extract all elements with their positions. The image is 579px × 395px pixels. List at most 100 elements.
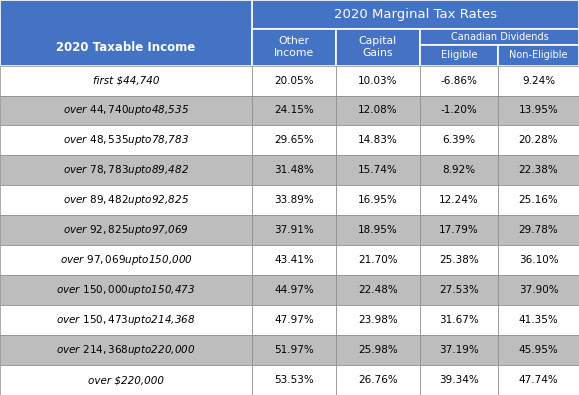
Text: 12.24%: 12.24% bbox=[439, 196, 479, 205]
Bar bbox=[498, 96, 579, 126]
Text: 2020 Marginal Tax Rates: 2020 Marginal Tax Rates bbox=[334, 8, 497, 21]
Text: 25.98%: 25.98% bbox=[358, 345, 398, 355]
Bar bbox=[336, 335, 420, 365]
Text: Other
Income: Other Income bbox=[274, 36, 314, 58]
Bar bbox=[0, 335, 252, 365]
Bar bbox=[252, 155, 336, 185]
Bar bbox=[498, 335, 579, 365]
Bar bbox=[336, 96, 420, 126]
Text: 8.92%: 8.92% bbox=[442, 166, 475, 175]
Bar bbox=[0, 185, 252, 215]
Text: over $150,000 up to $150,473: over $150,000 up to $150,473 bbox=[56, 283, 196, 297]
Bar bbox=[0, 275, 252, 305]
Text: 20.28%: 20.28% bbox=[519, 135, 558, 145]
Text: Eligible: Eligible bbox=[441, 50, 477, 60]
Text: over $89,482 up to $92,825: over $89,482 up to $92,825 bbox=[63, 193, 189, 207]
Bar bbox=[0, 155, 252, 185]
Bar bbox=[420, 305, 498, 335]
Bar bbox=[0, 245, 252, 275]
Bar bbox=[336, 245, 420, 275]
Bar bbox=[336, 126, 420, 155]
Bar bbox=[252, 29, 336, 66]
Bar bbox=[336, 275, 420, 305]
Text: 47.97%: 47.97% bbox=[274, 315, 314, 325]
Bar bbox=[420, 45, 498, 66]
Bar bbox=[498, 275, 579, 305]
Text: 14.83%: 14.83% bbox=[358, 135, 398, 145]
Bar bbox=[498, 126, 579, 155]
Text: 31.48%: 31.48% bbox=[274, 166, 314, 175]
Text: 47.74%: 47.74% bbox=[519, 375, 558, 385]
Bar bbox=[420, 335, 498, 365]
Text: 24.15%: 24.15% bbox=[274, 105, 314, 115]
Text: 2020 Taxable Income: 2020 Taxable Income bbox=[56, 41, 196, 54]
Bar bbox=[252, 185, 336, 215]
Text: Canadian Dividends: Canadian Dividends bbox=[450, 32, 548, 42]
Bar bbox=[498, 215, 579, 245]
Bar bbox=[0, 126, 252, 155]
Bar bbox=[420, 155, 498, 185]
Text: 51.97%: 51.97% bbox=[274, 345, 314, 355]
Bar bbox=[252, 96, 336, 126]
Text: first $44,740: first $44,740 bbox=[93, 75, 159, 86]
Text: 9.24%: 9.24% bbox=[522, 75, 555, 86]
Text: 10.03%: 10.03% bbox=[358, 75, 398, 86]
Text: 33.89%: 33.89% bbox=[274, 196, 314, 205]
Text: 20.05%: 20.05% bbox=[274, 75, 314, 86]
Bar bbox=[336, 215, 420, 245]
Text: over $44,740 up to $48,535: over $44,740 up to $48,535 bbox=[63, 103, 189, 117]
Text: 17.79%: 17.79% bbox=[439, 225, 479, 235]
Text: 36.10%: 36.10% bbox=[519, 255, 558, 265]
Text: 6.39%: 6.39% bbox=[442, 135, 475, 145]
Text: 44.97%: 44.97% bbox=[274, 285, 314, 295]
Bar bbox=[498, 365, 579, 395]
Bar bbox=[420, 245, 498, 275]
Bar bbox=[420, 126, 498, 155]
Bar bbox=[252, 215, 336, 245]
Text: 45.95%: 45.95% bbox=[519, 345, 558, 355]
Text: Capital
Gains: Capital Gains bbox=[359, 36, 397, 58]
Text: 21.70%: 21.70% bbox=[358, 255, 398, 265]
Bar bbox=[498, 45, 579, 66]
Bar bbox=[420, 215, 498, 245]
Text: over $78,783 up to $89,482: over $78,783 up to $89,482 bbox=[63, 164, 189, 177]
Bar bbox=[336, 365, 420, 395]
Text: over $220,000: over $220,000 bbox=[88, 375, 164, 385]
Bar bbox=[498, 245, 579, 275]
Text: 39.34%: 39.34% bbox=[439, 375, 479, 385]
Bar bbox=[420, 96, 498, 126]
Bar bbox=[0, 365, 252, 395]
Bar bbox=[336, 155, 420, 185]
Bar bbox=[252, 66, 336, 96]
Bar bbox=[0, 305, 252, 335]
Bar bbox=[420, 29, 579, 45]
Text: 15.74%: 15.74% bbox=[358, 166, 398, 175]
Text: over $92,825 up to $97,069: over $92,825 up to $97,069 bbox=[63, 223, 189, 237]
Text: over $97,069 up to $150,000: over $97,069 up to $150,000 bbox=[60, 253, 192, 267]
Text: 26.76%: 26.76% bbox=[358, 375, 398, 385]
Bar bbox=[336, 305, 420, 335]
Bar bbox=[420, 66, 498, 96]
Text: 22.48%: 22.48% bbox=[358, 285, 398, 295]
Bar bbox=[252, 335, 336, 365]
Text: -6.86%: -6.86% bbox=[441, 75, 477, 86]
Text: Non-Eligible: Non-Eligible bbox=[509, 50, 568, 60]
Text: 37.91%: 37.91% bbox=[274, 225, 314, 235]
Bar bbox=[336, 66, 420, 96]
Text: 23.98%: 23.98% bbox=[358, 315, 398, 325]
Text: 25.16%: 25.16% bbox=[519, 196, 558, 205]
Text: 16.95%: 16.95% bbox=[358, 196, 398, 205]
Bar bbox=[252, 305, 336, 335]
Bar bbox=[0, 96, 252, 126]
Text: 37.90%: 37.90% bbox=[519, 285, 558, 295]
Bar bbox=[252, 275, 336, 305]
Text: 22.38%: 22.38% bbox=[519, 166, 558, 175]
Text: 18.95%: 18.95% bbox=[358, 225, 398, 235]
Text: 12.08%: 12.08% bbox=[358, 105, 398, 115]
Text: 37.19%: 37.19% bbox=[439, 345, 479, 355]
Bar bbox=[252, 0, 579, 29]
Bar bbox=[420, 185, 498, 215]
Bar bbox=[420, 275, 498, 305]
Bar bbox=[252, 245, 336, 275]
Bar bbox=[420, 365, 498, 395]
